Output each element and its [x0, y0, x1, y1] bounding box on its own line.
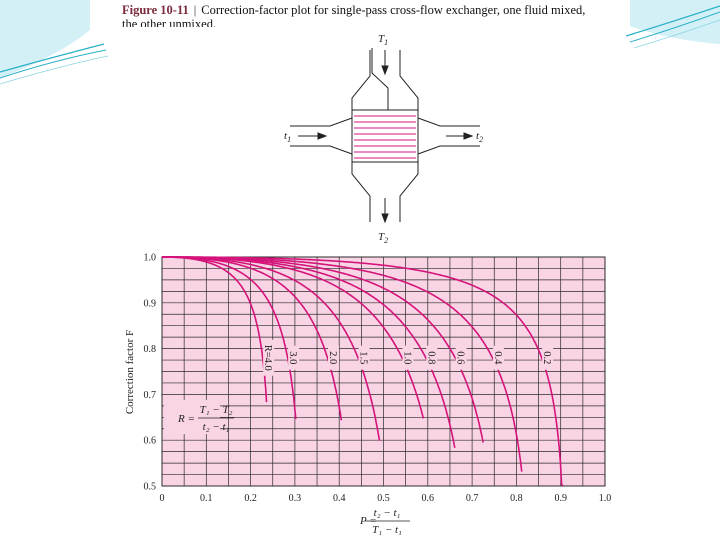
- exchanger-schematic: T1 T2 t1 t2: [284, 33, 483, 245]
- x-formula-numerator: t₂ − t₁: [374, 507, 401, 519]
- x-tick-label: 0.9: [554, 493, 567, 504]
- grid-lines: [162, 257, 605, 486]
- curve-R-0.8: [162, 256, 456, 449]
- y-tick-label: 0.7: [144, 390, 157, 401]
- caption-line-2: the other unmixed.: [122, 17, 217, 27]
- x-tick-label: 0.1: [200, 493, 213, 504]
- curve-label: 1.0: [401, 351, 412, 364]
- curve-R-1.5: [162, 256, 381, 441]
- r-formula-prefix: R =: [177, 413, 195, 425]
- figure-number: Figure 10-11: [122, 3, 189, 17]
- side-duct-right-top: [417, 117, 480, 127]
- x-tick-label: 0.2: [244, 493, 257, 504]
- label-t2: t2: [476, 130, 483, 144]
- label-t1: t1: [284, 130, 291, 144]
- y-tick-label: 0.6: [144, 436, 157, 447]
- x-tick-label: 0.7: [466, 493, 479, 504]
- curve-label: 0.2: [541, 351, 552, 364]
- curve-group: [162, 256, 564, 487]
- top-duct-left: [371, 48, 389, 110]
- caption-separator: |: [193, 3, 197, 17]
- x-tick-label: 0.8: [510, 493, 523, 504]
- curve-label-background: [426, 345, 438, 370]
- y-tick-labels: 0.5 0.6 0.7 0.8 0.9 1.0: [144, 253, 157, 493]
- outlet-wall-left: [351, 162, 371, 222]
- r-formula-denominator: t₂ − t₁: [203, 421, 230, 433]
- x-tick-label: 0.4: [333, 493, 346, 504]
- curve-label: 0.4: [492, 351, 503, 365]
- curve-R-2: [162, 256, 343, 421]
- r-formula: R = T₁ − T₂ t₂ − t₁: [164, 400, 234, 434]
- curve-R-0.4: [162, 256, 523, 472]
- curve-label: 2.0: [327, 351, 338, 364]
- inlet-wall-right: [399, 50, 419, 110]
- curve-R-3: [162, 256, 297, 420]
- curve-label-background: [263, 339, 275, 376]
- inlet-wall-left: [351, 50, 371, 110]
- x-tick-label: 0.3: [289, 493, 302, 504]
- curve-label: 0.6: [455, 351, 466, 364]
- side-duct-right-bottom: [417, 145, 480, 155]
- side-duct-left-bottom: [290, 145, 353, 155]
- figure-caption: Figure 10-11 | Correction-factor plot for …: [122, 3, 622, 27]
- curve-label-background: [327, 345, 339, 370]
- x-tick-label: 0.6: [422, 493, 435, 504]
- curve-label: 0.8: [425, 351, 436, 364]
- curve-label-background: [492, 345, 504, 370]
- core-tubes: [354, 115, 416, 159]
- x-formula-denominator: T₁ − t₁: [372, 524, 402, 536]
- right-swoosh-decoration: [625, 0, 720, 49]
- curve-R-0.6: [162, 256, 484, 443]
- y-axis-title: Correction factor F: [124, 330, 136, 414]
- curve-label-background: [358, 345, 370, 370]
- x-axis-formula: P = t₂ − t₁ T₁ − t₁: [359, 507, 410, 536]
- exchanger-core: [351, 109, 419, 163]
- curve-label-background: [288, 345, 300, 370]
- x-tick-label: 1.0: [599, 493, 612, 504]
- side-duct-left-top: [290, 117, 353, 127]
- outlet-wall-right: [399, 162, 419, 222]
- label-T2: T2: [378, 231, 388, 245]
- caption-line-1: Correction-factor plot for single-pass c…: [201, 3, 586, 17]
- curve-label-group: R=4.0 3.0 2.0 1.5 1.0 0.8 0.6 0.4 0.2: [262, 339, 554, 376]
- curve-label: R=4.0: [262, 345, 273, 371]
- x-tick-labels: 0 0.1 0.2 0.3 0.4 0.5 0.6 0.7 0.8 0.9 1.0: [160, 493, 612, 504]
- curve-label-background: [455, 345, 467, 370]
- curve-R-0.2: [162, 256, 564, 487]
- x-tick-label: 0.5: [377, 493, 390, 504]
- y-tick-label: 0.5: [144, 482, 157, 493]
- r-formula-numerator: T₁ − T₂: [200, 404, 233, 416]
- curve-label: 3.0: [287, 351, 298, 364]
- y-tick-label: 0.8: [144, 344, 157, 355]
- x-tick-label: 0: [160, 493, 165, 504]
- plot-frame: [161, 256, 606, 487]
- curve-label-background: [402, 345, 414, 370]
- curve-label-background: [542, 345, 554, 370]
- curve-label: 1.5: [357, 351, 368, 364]
- y-tick-label: 0.9: [144, 298, 157, 309]
- label-T1: T1: [378, 33, 388, 47]
- y-tick-label: 1.0: [144, 253, 157, 264]
- left-swoosh-decoration: [0, 0, 109, 85]
